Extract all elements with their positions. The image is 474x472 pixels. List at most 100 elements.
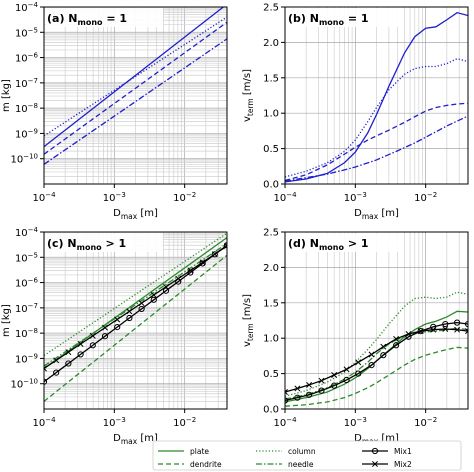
legend-item: dendrite xyxy=(158,460,222,469)
circle-marker xyxy=(101,333,109,340)
x-marker xyxy=(343,366,350,373)
y-tick-label: 10−4 xyxy=(15,226,39,239)
series-group xyxy=(285,11,468,183)
y-tick-label: 10−8 xyxy=(15,327,38,340)
x-tick-label: 10−2 xyxy=(414,416,437,429)
circle-marker xyxy=(294,394,301,401)
legend-box xyxy=(152,440,462,471)
panel-title-bg xyxy=(45,233,163,252)
x-marker xyxy=(285,389,288,395)
legend-label: dendrite xyxy=(190,460,222,469)
panel-c: 10−4 10−3 10−2 10−10 10−9 10−8 10−7 10−6 10−5 10−… xyxy=(1,226,228,446)
x-tick-label: 10−4 xyxy=(32,416,56,429)
series-line-3 xyxy=(285,115,468,182)
x-marker xyxy=(294,385,301,392)
x-marker xyxy=(318,377,325,384)
circle-marker xyxy=(343,376,350,384)
y-tick-label: 2.5 xyxy=(263,228,279,239)
x-marker xyxy=(405,330,412,337)
x-marker xyxy=(114,316,121,323)
circle-marker xyxy=(305,391,313,398)
legend-item: column xyxy=(256,447,316,456)
x-tick-label: 10−3 xyxy=(344,416,367,429)
x-marker xyxy=(53,357,60,364)
y-tick-label: 1.5 xyxy=(263,298,279,309)
series-group xyxy=(44,7,227,165)
panel-a: 10−4 10−3 10−2 10−10 10−9 10−8 10−7 10−6 10−5 10−… xyxy=(1,1,228,221)
x-marker xyxy=(65,349,72,356)
x-tick-label: 10−4 xyxy=(273,416,297,429)
legend-item: Mix2 xyxy=(362,460,412,469)
legend-label: column xyxy=(288,447,316,456)
circle-marker xyxy=(65,360,72,367)
panel-title-bg xyxy=(286,233,404,252)
panel-title: (a) Nmono = 1 xyxy=(47,12,127,27)
circle-marker xyxy=(371,447,379,455)
legend-item: Mix1 xyxy=(362,447,412,456)
y-tick-label: 2.5 xyxy=(263,3,279,14)
x-tick-label: 10−3 xyxy=(103,191,126,204)
y-axis-label: vterm [m/s] xyxy=(242,69,255,122)
x-tick-label: 10−2 xyxy=(173,416,196,429)
circle-marker xyxy=(380,352,387,359)
series-line-1 xyxy=(44,254,227,402)
y-tick-label: 10−4 xyxy=(15,1,39,14)
circle-marker xyxy=(53,369,60,376)
axes-frame xyxy=(284,6,469,185)
y-tick-label: 0.0 xyxy=(263,180,279,191)
x-marker xyxy=(150,292,157,298)
x-marker xyxy=(187,267,194,274)
x-marker xyxy=(442,326,449,332)
y-tick-label: 10−6 xyxy=(15,52,39,65)
axes-frame xyxy=(43,6,228,185)
y-tick-label: 2.0 xyxy=(263,263,279,274)
x-marker xyxy=(211,251,218,258)
circle-marker xyxy=(138,305,145,313)
x-marker xyxy=(465,328,468,335)
circle-marker xyxy=(331,382,338,389)
y-axis-label: m [kg] xyxy=(1,304,12,337)
series-line-2 xyxy=(44,21,227,155)
series-group xyxy=(285,291,468,407)
x-marker xyxy=(138,300,145,307)
y-tick-label: 1.0 xyxy=(263,109,279,120)
legend-label: Mix1 xyxy=(394,447,412,456)
panel-b: 10−4 10−3 10−2 0.0 0.5 1.0 1.5 2.0 2.5 Dmax [m] vt… xyxy=(242,3,469,221)
series-line-4 xyxy=(285,321,468,402)
legend-label: Mix2 xyxy=(394,460,412,469)
x-marker xyxy=(430,326,437,333)
series-line-1 xyxy=(285,346,468,407)
series-group xyxy=(44,232,227,402)
x-marker xyxy=(380,343,387,350)
y-tick-label: 10−7 xyxy=(15,302,38,315)
x-marker xyxy=(355,359,362,366)
x-marker xyxy=(89,332,96,339)
series-line-0 xyxy=(44,7,225,148)
y-axis-label: vterm [m/s] xyxy=(242,294,255,347)
circle-marker xyxy=(355,370,362,377)
x-marker xyxy=(224,243,227,249)
circle-marker xyxy=(318,387,325,394)
series-line-3 xyxy=(44,242,227,367)
circle-marker xyxy=(211,251,218,258)
y-tick-label: 0.5 xyxy=(263,144,279,155)
series-line-2 xyxy=(44,232,227,357)
panel-title-bg xyxy=(286,8,404,27)
circle-marker xyxy=(126,314,133,322)
y-tick-label: 10−8 xyxy=(15,102,38,115)
x-axis-label: Dmax [m] xyxy=(113,208,158,221)
panel-title: (b) Nmono = 1 xyxy=(288,12,369,27)
legend-label: plate xyxy=(190,447,209,456)
x-marker xyxy=(417,328,424,335)
x-marker xyxy=(199,259,206,266)
circle-marker xyxy=(162,287,170,294)
series-line-5 xyxy=(44,245,227,370)
series-line-2 xyxy=(285,291,468,397)
x-marker xyxy=(163,283,169,290)
x-marker xyxy=(393,335,400,342)
x-axis-label: Dmax [m] xyxy=(113,433,158,446)
y-tick-label: 2.0 xyxy=(263,38,279,49)
y-tick-label: 10−9 xyxy=(15,127,38,140)
